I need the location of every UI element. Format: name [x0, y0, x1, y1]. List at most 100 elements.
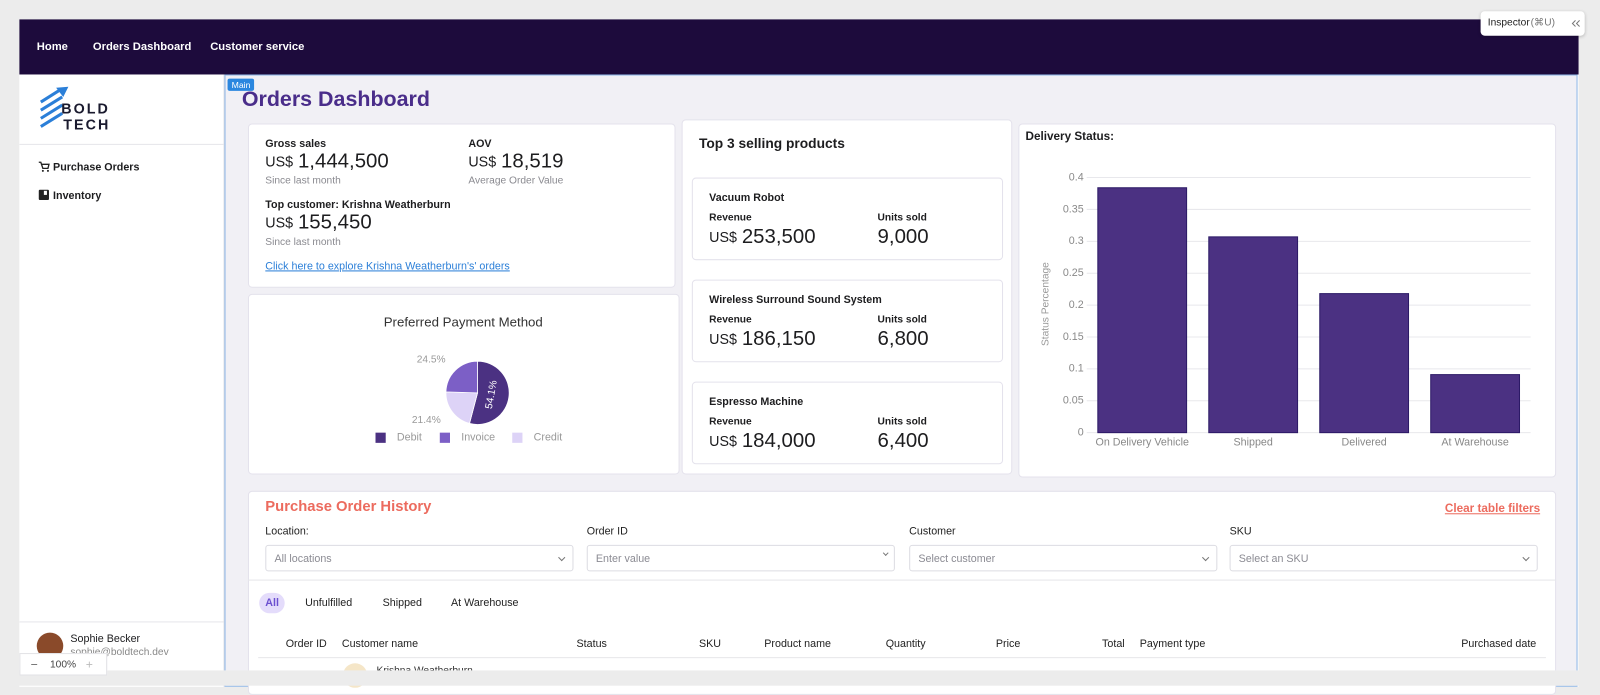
y-tick-label: 0.2	[1069, 299, 1084, 311]
stat-currency: US$	[265, 214, 294, 231]
y-tick-label: 0.05	[1063, 395, 1084, 407]
main-badge: Main	[227, 78, 255, 91]
filter-input[interactable]: Select customer	[909, 544, 1218, 572]
slice-label: 21.4%	[412, 415, 441, 426]
y-tick-label: 0.15	[1063, 331, 1084, 343]
collapse-icon	[1571, 20, 1580, 27]
cart-icon	[38, 161, 50, 172]
filter-input[interactable]: Select an SKU	[1229, 544, 1538, 572]
inventory-icon	[38, 189, 49, 200]
filter-placeholder: Enter value	[595, 553, 651, 566]
revenue-currency: US$	[709, 432, 737, 449]
stat-label: AOV	[468, 137, 492, 150]
order-history-card	[247, 490, 1557, 695]
filter-placeholder: Select customer	[918, 553, 996, 566]
legend-label: Debit	[397, 432, 422, 444]
viewport-edge	[0, 670, 1600, 686]
stat-currency: US$	[265, 153, 294, 170]
stat-note: Since last month	[265, 236, 341, 248]
logo-text: BOLD	[61, 99, 110, 117]
zoom-in[interactable]: +	[85, 657, 93, 672]
clear-filters[interactable]: Clear table filters	[1444, 503, 1541, 516]
units-label: Units sold	[877, 314, 927, 326]
revenue-currency: US$	[709, 228, 737, 245]
y-tick-label: 0.4	[1069, 171, 1084, 183]
column-header[interactable]: Price	[995, 637, 1021, 650]
filter-tab[interactable]: At Warehouse	[451, 596, 519, 610]
column-header[interactable]: Product name	[764, 637, 831, 650]
column-header[interactable]: Order ID	[285, 637, 327, 650]
zoom-level: 100%	[49, 659, 77, 671]
customer-link[interactable]: Click here to explore Krishna Weatherbur…	[265, 260, 510, 273]
sidebar-link[interactable]: Purchase Orders	[53, 161, 140, 174]
filter-tab[interactable]: All	[265, 596, 279, 610]
bar	[1430, 374, 1521, 434]
slice-label: 24.5%	[417, 355, 446, 366]
nav-link[interactable]: Customer service	[210, 40, 305, 54]
product-card	[691, 177, 1004, 261]
legend-label: Credit	[534, 432, 563, 444]
sidebar-link[interactable]: Inventory	[53, 189, 102, 203]
product-name: Espresso Machine	[709, 395, 804, 409]
product-name: Vacuum Robot	[709, 191, 785, 205]
units-label: Units sold	[877, 212, 927, 224]
chart-title: Preferred Payment Method	[384, 315, 543, 330]
user-name: Sophie Becker	[70, 632, 141, 645]
nav-link[interactable]: Orders Dashboard	[92, 40, 192, 54]
inspector-button[interactable]: Inspector (⌘U)	[1480, 11, 1585, 36]
filter-label: SKU	[1229, 525, 1252, 538]
bar	[1319, 293, 1410, 434]
y-tick-label: 0.25	[1063, 267, 1084, 279]
product-card	[691, 279, 1004, 363]
stat-note: Since last month	[265, 175, 341, 187]
filter-tab[interactable]: Unfulfilled	[305, 596, 353, 610]
zoom-control-bg: − 100% +	[19, 653, 108, 676]
column-header[interactable]: Total	[1102, 637, 1125, 650]
y-tick-label: 0.3	[1069, 235, 1084, 247]
column-header[interactable]: Purchased date	[1461, 637, 1537, 650]
column-header[interactable]: Quantity	[885, 637, 926, 650]
y-tick-label: 0.35	[1063, 203, 1084, 215]
inspector-label: Inspector	[1487, 17, 1530, 29]
y-tick-label: 0.1	[1069, 363, 1084, 375]
nav-bar	[19, 19, 1579, 75]
filter-label: Customer	[909, 525, 956, 538]
product-name: Wireless Surround Sound System	[709, 293, 882, 307]
units-value: 6,400	[877, 429, 929, 453]
stat-value: 18,519	[501, 149, 564, 173]
tab-pill	[259, 592, 285, 614]
legend-swatch	[439, 432, 450, 443]
revenue-value: 186,150	[741, 327, 816, 350]
column-header[interactable]: SKU	[698, 637, 722, 650]
logo-mark	[39, 86, 69, 128]
filter-placeholder: Select an SKU	[1238, 553, 1309, 566]
revenue-label: Revenue	[709, 416, 752, 428]
pie-slice	[468, 360, 510, 425]
chart-title: Delivery Status:	[1026, 130, 1115, 143]
column-header[interactable]: Status	[576, 637, 607, 650]
filter-input[interactable]: Enter value	[586, 544, 895, 572]
products-title: Top 3 selling products	[698, 135, 845, 152]
revenue-currency: US$	[709, 330, 737, 347]
revenue-label: Revenue	[709, 212, 752, 224]
stat-value: 1,444,500	[297, 149, 389, 173]
stat-label: Top customer: Krishna Weatherburn	[265, 198, 451, 212]
filter-label: Location:	[265, 525, 309, 538]
column-header[interactable]: Customer name	[341, 637, 419, 650]
legend-label: Invoice	[461, 432, 495, 444]
filter-tab[interactable]: Shipped	[382, 596, 422, 610]
zoom-out[interactable]: −	[30, 657, 38, 672]
x-tick-label: On Delivery Vehicle	[1096, 437, 1189, 449]
filter-input[interactable]: All locations	[265, 544, 574, 572]
revenue-value: 253,500	[741, 225, 816, 248]
inspector-shortcut: (⌘U)	[1530, 17, 1555, 29]
y-axis-title: Status Percentage	[1041, 262, 1052, 346]
stat-currency: US$	[468, 153, 497, 170]
x-tick-label: Delivered	[1342, 437, 1387, 449]
nav-link[interactable]: Home	[36, 40, 68, 54]
x-tick-label: Shipped	[1234, 437, 1273, 449]
column-header[interactable]: Payment type	[1139, 637, 1206, 650]
